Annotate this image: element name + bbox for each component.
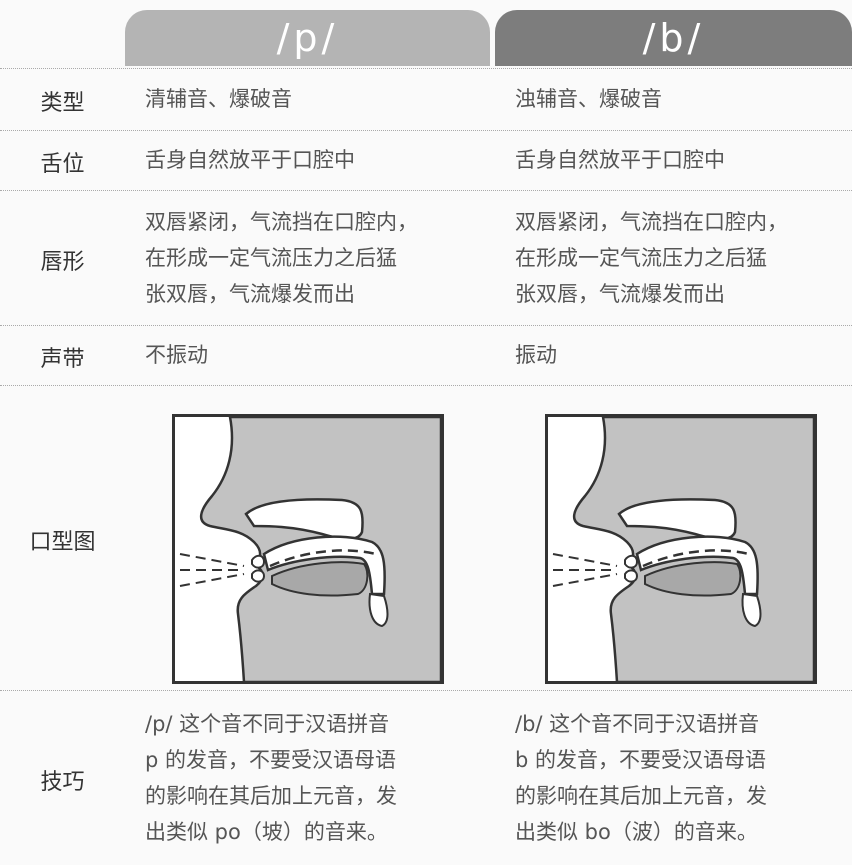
cell-line: 的影响在其后加上元音，发 bbox=[515, 783, 767, 808]
cell-line: 浊辅音、爆破音 bbox=[515, 87, 662, 111]
column-header: /p/ bbox=[125, 10, 490, 66]
cell-line: b 的发音，不要受汉语母语 bbox=[515, 747, 767, 772]
cell: /b/ 这个音不同于汉语拼音 b 的发音，不要受汉语母语 的影响在其后加上元音，发出… bbox=[515, 706, 767, 850]
row-label: 声带 bbox=[40, 347, 85, 372]
cell: 浊辅音、爆破音 bbox=[515, 81, 662, 117]
row-label: 类型 bbox=[40, 91, 85, 116]
row-label: 口型图 bbox=[29, 529, 96, 555]
mouth-diagram bbox=[172, 414, 444, 684]
separator bbox=[0, 68, 852, 69]
cell-line: 双唇紧闭，气流挡在口腔内， bbox=[515, 209, 788, 234]
cell: 舌身自然放平于口腔中 bbox=[515, 142, 725, 178]
cell: 双唇紧闭，气流挡在口腔内， 在形成一定气流压力之后猛 张双唇，气流爆发而出 bbox=[515, 204, 788, 312]
cell-line: 不振动 bbox=[145, 343, 208, 367]
separator bbox=[0, 690, 852, 691]
cell-line: 张双唇，气流爆发而出 bbox=[515, 281, 725, 306]
row-label: 技巧 bbox=[40, 769, 85, 795]
row-label: 舌位 bbox=[40, 152, 85, 177]
cell: 振动 bbox=[515, 337, 557, 373]
separator bbox=[0, 130, 852, 131]
separator bbox=[0, 190, 852, 191]
cell-line: p 的发音，不要受汉语母语 bbox=[145, 747, 397, 772]
cell: 双唇紧闭，气流挡在口腔内， 在形成一定气流压力之后猛 张双唇，气流爆发而出 bbox=[145, 204, 418, 312]
cell-line: 振动 bbox=[515, 343, 557, 367]
cell: 清辅音、爆破音 bbox=[145, 81, 292, 117]
cell-line: 出类似 bo（波）的音来。 bbox=[515, 819, 758, 844]
cell-line: 张双唇，气流爆发而出 bbox=[145, 281, 355, 306]
row-label: 唇形 bbox=[40, 249, 85, 275]
cell-line: 在形成一定气流压力之后猛 bbox=[515, 245, 767, 270]
column-header: /b/ bbox=[495, 10, 852, 66]
mouth-diagram bbox=[545, 414, 817, 684]
cell-line: 出类似 po（坡）的音来。 bbox=[145, 819, 388, 844]
cell: 舌身自然放平于口腔中 bbox=[145, 142, 355, 178]
cell-line: 清辅音、爆破音 bbox=[145, 87, 292, 111]
cell-line: 舌身自然放平于口腔中 bbox=[145, 148, 355, 172]
cell-line: 双唇紧闭，气流挡在口腔内， bbox=[145, 209, 418, 234]
cell-line: /p/ 这个音不同于汉语拼音 bbox=[145, 711, 390, 736]
cell-line: 舌身自然放平于口腔中 bbox=[515, 148, 725, 172]
cell: 不振动 bbox=[145, 337, 208, 373]
cell: /p/ 这个音不同于汉语拼音 p 的发音，不要受汉语母语 的影响在其后加上元音，发出… bbox=[145, 706, 397, 850]
separator bbox=[0, 385, 852, 386]
cell-line: 的影响在其后加上元音，发 bbox=[145, 783, 397, 808]
cell-line: 在形成一定气流压力之后猛 bbox=[145, 245, 397, 270]
separator bbox=[0, 325, 852, 326]
cell-line: /b/ 这个音不同于汉语拼音 bbox=[515, 711, 760, 736]
